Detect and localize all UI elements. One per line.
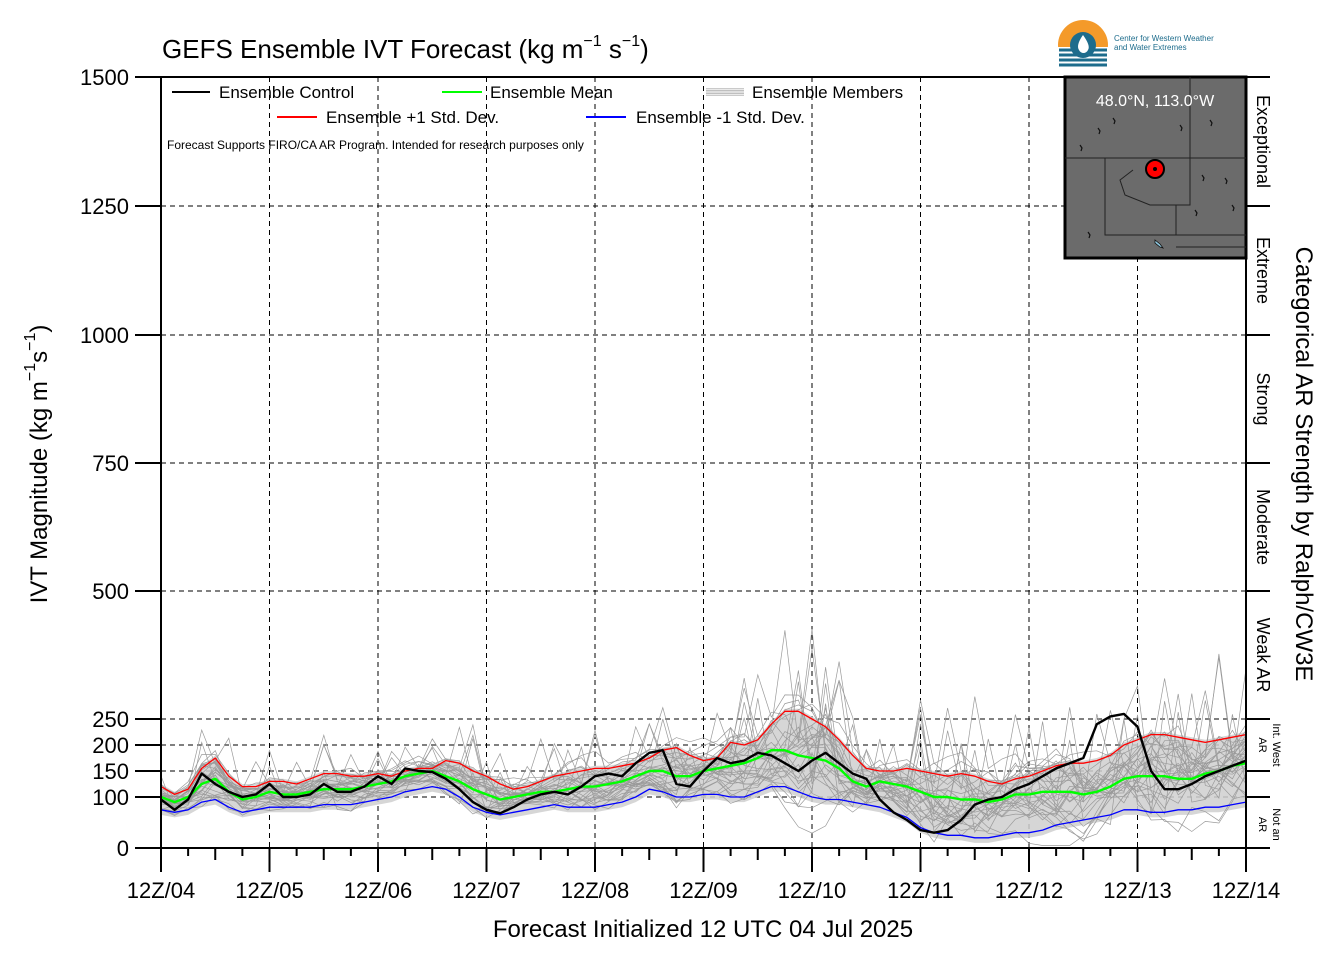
x-tick-label: 12Z/09 xyxy=(669,878,738,903)
y-tick-label: 750 xyxy=(92,451,129,476)
x-tick-label: 12Z/04 xyxy=(127,878,196,903)
inset-border-line xyxy=(1119,169,1176,206)
ensemble-member-line xyxy=(160,723,1247,840)
legend-label: Ensemble +1 Std. Dev. xyxy=(326,108,499,127)
right-axis-label: Categorical AR Strength by Ralph/CW3E xyxy=(1290,247,1317,682)
x-tick-label: 12Z/06 xyxy=(344,878,413,903)
location-marker-center xyxy=(1153,167,1157,171)
x-tick-label: 12Z/05 xyxy=(235,878,304,903)
y-tick-label: 100 xyxy=(92,785,129,810)
inset-border-line xyxy=(1104,158,1246,236)
inset-water-feature xyxy=(1224,177,1228,185)
ensemble-member-line xyxy=(160,706,1247,821)
logo-text-line: and Water Extremes xyxy=(1114,43,1187,52)
ensemble-member-line xyxy=(160,741,1247,837)
logo-drop-icon xyxy=(1078,35,1089,53)
inset-water-feature xyxy=(1087,231,1091,239)
inset-water-feature xyxy=(1194,209,1198,217)
chart-title: GEFS Ensemble IVT Forecast (kg m−1 s−1) xyxy=(162,33,649,64)
y-tick-label: 150 xyxy=(92,759,129,784)
x-tick-label: 12Z/14 xyxy=(1212,878,1281,903)
inset-lake xyxy=(1154,239,1165,249)
ensemble-members xyxy=(160,629,1247,846)
inset-water-feature xyxy=(1079,144,1083,152)
x-tick-label: 12Z/13 xyxy=(1103,878,1172,903)
category-label: Moderate xyxy=(1253,489,1273,565)
legend: Ensemble Control Ensemble Mean Ensemble Me… xyxy=(167,83,903,152)
inset-border-line xyxy=(1175,158,1191,235)
logo-text-line: Center for Western Weather xyxy=(1114,34,1214,43)
legend-label: Ensemble -1 Std. Dev. xyxy=(636,108,805,127)
ensemble-member-line xyxy=(160,733,1247,846)
ensemble-member-line xyxy=(160,699,1247,843)
ensemble-member-line xyxy=(160,707,1247,820)
category-label: Not an xyxy=(1270,808,1282,840)
inset-water-feature xyxy=(1231,204,1235,212)
x-tick-label: 12Z/07 xyxy=(452,878,521,903)
location-label: 48.0°N, 113.0°W xyxy=(1096,93,1215,110)
y-tick-label: 1000 xyxy=(80,323,129,348)
location-inset-map: 48.0°N, 113.0°W xyxy=(1063,75,1248,260)
y-tick-label: 200 xyxy=(92,733,129,758)
x-tick-label: 12Z/08 xyxy=(561,878,630,903)
series-lines xyxy=(160,710,1247,839)
legend-label: Ensemble Mean xyxy=(490,83,613,102)
category-label: Int. West xyxy=(1270,723,1282,766)
category-label: Weak AR xyxy=(1253,618,1273,693)
x-axis-label: Forecast Initialized 12 UTC 04 Jul 2025 xyxy=(493,916,913,943)
y-axis-label: IVT Magnitude (kg m−1s−1) xyxy=(22,325,53,604)
category-label: AR xyxy=(1256,817,1268,832)
category-label: Exceptional xyxy=(1253,95,1273,188)
disclaimer-note: Forecast Supports FIRO/CA AR Program. In… xyxy=(167,138,584,152)
x-tick-label: 12Z/11 xyxy=(887,878,954,903)
inset-water-feature xyxy=(1112,117,1116,125)
legend-label: Ensemble Control xyxy=(219,83,354,102)
inset-water-feature xyxy=(1201,174,1205,182)
category-label: Strong xyxy=(1253,372,1273,425)
y-tick-label: 1500 xyxy=(80,65,129,90)
ensemble-member-line xyxy=(160,683,1247,819)
y-tick-label: 250 xyxy=(92,707,129,732)
category-label: Extreme xyxy=(1253,237,1273,304)
y-tick-label: 500 xyxy=(92,579,129,604)
y-tick-label: 0 xyxy=(117,836,129,861)
ensemble-control-line xyxy=(160,712,1247,834)
ensemble-member-line xyxy=(160,668,1247,825)
x-tick-label: 12Z/12 xyxy=(995,878,1064,903)
ensemble-member-line xyxy=(160,698,1247,834)
y-tick-label: 1250 xyxy=(80,194,129,219)
ensemble-member-line xyxy=(160,630,1247,821)
ensemble-member-line xyxy=(160,684,1247,834)
x-tick-label: 12Z/10 xyxy=(778,878,847,903)
inset-water-feature xyxy=(1097,127,1101,135)
legend-label: Ensemble Members xyxy=(752,83,903,102)
ensemble-member-line xyxy=(160,726,1247,816)
ensemble-1-std-dev--line xyxy=(160,785,1247,839)
inset-water-feature xyxy=(1179,124,1183,132)
inset-water-feature xyxy=(1209,119,1213,127)
category-label: AR xyxy=(1256,737,1268,752)
